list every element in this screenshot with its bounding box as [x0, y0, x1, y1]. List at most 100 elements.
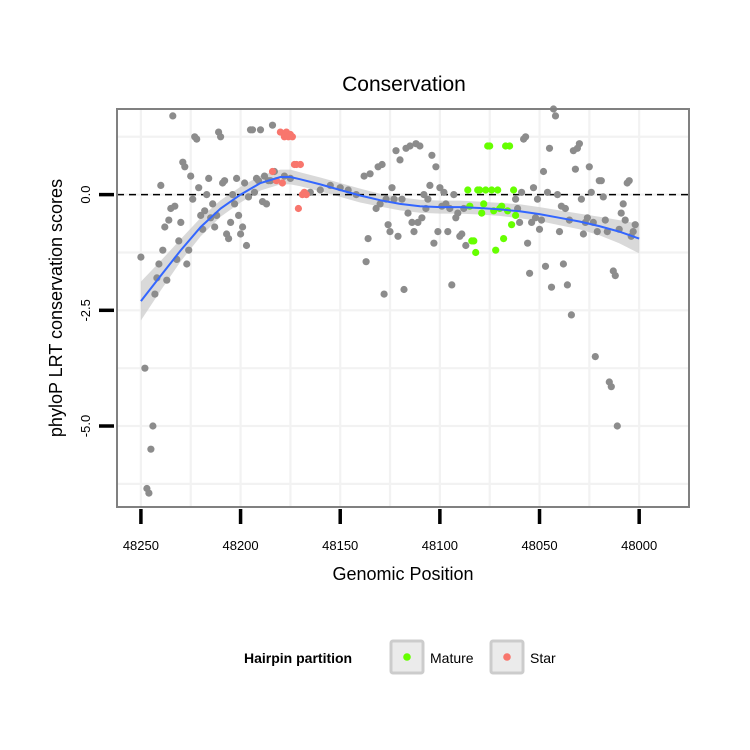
point-other [543, 188, 552, 196]
point-other [187, 172, 195, 180]
point-mature [511, 211, 520, 219]
point-mature [480, 200, 488, 208]
point-other [629, 228, 637, 236]
point-other [209, 200, 217, 208]
x-tick-label: 48150 [322, 538, 358, 553]
point-other [360, 172, 368, 180]
point-mature [482, 186, 490, 194]
point-other [390, 195, 398, 203]
point-other [185, 246, 193, 254]
y-axis-title: phyloP LRT conservation scores [46, 179, 66, 437]
point-other [175, 237, 183, 245]
point-other [555, 228, 564, 236]
point-other [262, 200, 271, 208]
point-other [613, 422, 621, 430]
point-other [147, 445, 155, 453]
point-other [227, 218, 235, 226]
point-other [141, 364, 149, 372]
point-other [446, 204, 454, 213]
point-other [201, 207, 209, 215]
point-other [362, 258, 370, 266]
point-other [157, 181, 165, 189]
legend: Hairpin partition Mature Star [244, 639, 556, 675]
point-other [386, 228, 394, 236]
point-other [225, 235, 233, 243]
point-other [163, 276, 171, 284]
point-other [392, 147, 400, 155]
legend-dot-mature [403, 653, 411, 661]
point-star [268, 167, 277, 176]
point-other [587, 188, 595, 196]
point-other [553, 191, 562, 199]
point-other [193, 135, 201, 143]
point-star [278, 179, 286, 187]
x-tick-label: 48250 [123, 538, 159, 553]
point-mature [478, 209, 486, 217]
point-other [171, 202, 179, 210]
point-other [203, 191, 211, 199]
point-star [296, 160, 304, 169]
point-other [462, 241, 470, 250]
grid-lines [117, 109, 689, 507]
point-mature [508, 221, 516, 229]
point-other [597, 177, 605, 185]
y-tick-label: 0.0 [78, 186, 93, 204]
x-tick-label: 48200 [222, 538, 258, 553]
point-other [384, 221, 392, 229]
point-mature [500, 235, 508, 243]
point-other [430, 239, 438, 247]
point-other [189, 195, 197, 203]
point-other [398, 195, 406, 203]
point-other [211, 223, 219, 231]
point-other [256, 126, 265, 134]
point-mature [476, 186, 484, 194]
point-other [619, 200, 627, 208]
point-other [145, 489, 153, 497]
point-other [531, 214, 540, 222]
point-other [388, 184, 396, 192]
panel-background [117, 109, 689, 507]
point-other [248, 126, 257, 134]
point-other [526, 269, 534, 277]
point-other [394, 232, 402, 240]
point-other [599, 193, 607, 201]
point-mature [472, 248, 480, 257]
point-other [518, 188, 526, 196]
point-other [380, 290, 388, 298]
legend-title: Hairpin partition [244, 650, 352, 666]
point-other [221, 177, 229, 185]
point-other [242, 241, 251, 250]
chart-title: Conservation [342, 73, 466, 96]
point-mature [498, 202, 506, 210]
point-other [579, 230, 588, 238]
point-other [268, 121, 277, 129]
series-mature [464, 142, 520, 257]
smooth-trend-line [140, 176, 640, 302]
point-other [418, 214, 426, 222]
series-star [268, 128, 310, 213]
point-other [364, 235, 372, 243]
point-other [561, 204, 570, 213]
point-other [593, 228, 601, 236]
point-other [316, 186, 324, 194]
point-mature [494, 186, 502, 194]
plot-panel [116, 105, 690, 508]
legend-label-star: Star [530, 650, 556, 666]
point-other [454, 209, 462, 217]
point-other [169, 112, 177, 120]
point-other [408, 218, 416, 226]
legend-key-star [489, 639, 525, 675]
point-other [181, 163, 189, 171]
point-other [159, 246, 167, 254]
point-other [155, 260, 163, 268]
point-other [541, 262, 550, 270]
point-other [533, 195, 542, 203]
point-other [149, 422, 157, 430]
point-other [404, 209, 412, 217]
point-other [237, 230, 245, 238]
point-other [611, 272, 619, 280]
legend-label-mature: Mature [430, 650, 474, 666]
point-other [440, 188, 448, 196]
point-other [621, 216, 629, 224]
point-mature [470, 237, 478, 245]
